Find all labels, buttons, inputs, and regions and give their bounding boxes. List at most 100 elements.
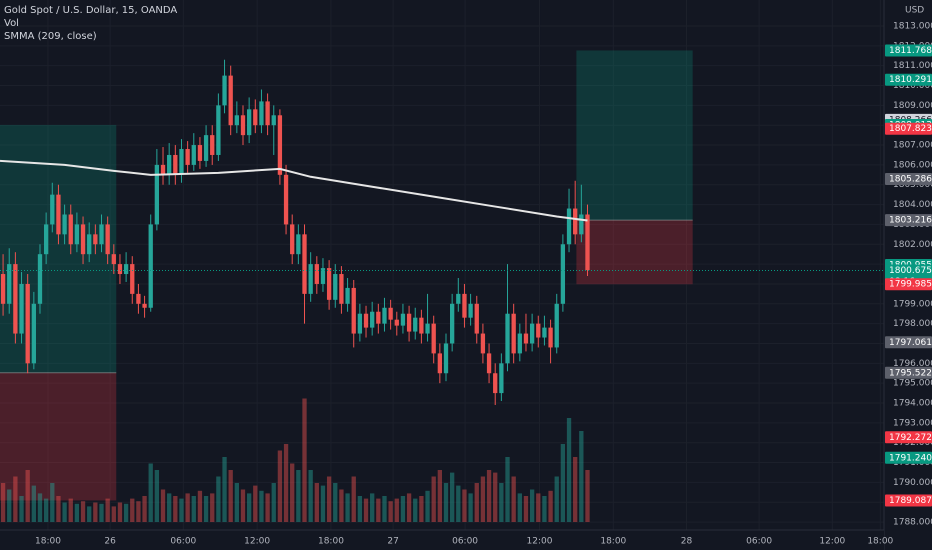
x-tick-label: 27 [387,537,398,547]
candle-body [197,145,203,161]
volume-bar [99,503,104,522]
volume-legend: Vol [4,18,19,29]
volume-bar [314,483,319,522]
volume-bar [486,470,492,522]
volume-bar [68,498,73,522]
x-tick-label: 18:00 [867,537,893,547]
x-tick-label: 12:00 [527,537,553,547]
candle-body [222,75,227,106]
price-tag [885,451,932,464]
candle-body [320,268,326,284]
candle-body [585,214,590,271]
y-tick-label: 1796.000 [893,359,932,369]
volume-bar [142,496,147,522]
candle-body [167,154,172,175]
candle-body [376,311,381,324]
candle-body [253,109,258,126]
volume-bar [462,489,467,522]
volume-bar [13,476,18,522]
candle-body [388,307,393,320]
candle-body [529,323,535,344]
volume-bar [154,470,160,522]
volume-bar [345,493,350,522]
candle-body [474,303,479,334]
x-tick-label: 18:00 [600,537,626,547]
y-tick-label: 1795.000 [893,379,932,389]
x-tick-label: 06:00 [452,537,478,547]
candle-body [7,264,12,304]
price-tag-label: 1797.061 [889,338,932,348]
smma-line [0,159,588,222]
candle-body [511,313,516,354]
candle-body [425,323,430,334]
candle-body [560,244,566,304]
price-tag-label: 1805.286 [889,175,932,185]
volume-bar [210,493,215,522]
price-tag-label: 1810.291 [889,75,932,85]
y-tick-label: 1811.000 [893,61,932,71]
price-tag [885,431,932,444]
price-tag [885,336,932,349]
candle-body [62,214,67,235]
candle-body [400,313,406,326]
volume-bar [511,476,516,522]
volume-bar [370,493,375,522]
volume-bar [7,489,12,522]
y-tick-label: 1802.000 [893,240,932,250]
time-axis [0,530,884,550]
volume-bar [43,498,49,522]
price-tag-label: 1811.768 [889,46,932,56]
volume-bar [585,470,590,522]
candle-body [154,164,160,225]
volume-bar [468,493,473,522]
candle-body [216,105,221,155]
candle-body [456,293,461,304]
x-tick-label: 06:00 [746,537,772,547]
volume-bar [431,476,436,522]
candle-body [413,317,418,332]
volume-bar [111,506,116,522]
candle-body [203,135,209,161]
candle-body [31,303,36,364]
volume-bar [394,498,399,522]
candle-body [19,283,24,334]
volume-bar [56,496,61,522]
y-tick-label: 1804.000 [893,200,932,210]
volume-bar [25,470,30,522]
candle-body [523,333,529,344]
candle-body [56,194,61,235]
candle-body [68,214,73,245]
volume-bar [517,493,522,522]
candle-body [554,303,559,348]
candle-body [363,313,369,328]
candle-body [357,313,363,334]
volume-bar [425,490,430,522]
volume-bar [493,472,498,522]
y-tick-label: 1798.000 [893,319,932,329]
candle-body [443,343,449,374]
candle-body [87,234,92,255]
volume-bar [474,483,479,522]
candle-body [74,224,80,245]
volume-bar [566,418,572,522]
price-tag [885,214,932,227]
x-tick-label: 18:00 [35,537,61,547]
volume-bar [437,470,442,522]
x-tick-label: 12:00 [244,537,270,547]
y-tick-label: 1809.000 [893,101,932,111]
candle-body [50,194,55,225]
volume-bar [234,483,239,522]
candle-body [234,115,239,126]
candle-body [339,274,344,304]
volume-bar [560,444,566,522]
loss-zone [0,372,117,501]
volume-bar [203,496,209,522]
price-tag [885,494,932,507]
candle-body [0,274,6,304]
candle-body [314,264,319,284]
volume-bar [554,476,559,522]
price-tag [885,44,932,57]
candle-body [283,174,289,225]
volume-bar [93,502,98,522]
